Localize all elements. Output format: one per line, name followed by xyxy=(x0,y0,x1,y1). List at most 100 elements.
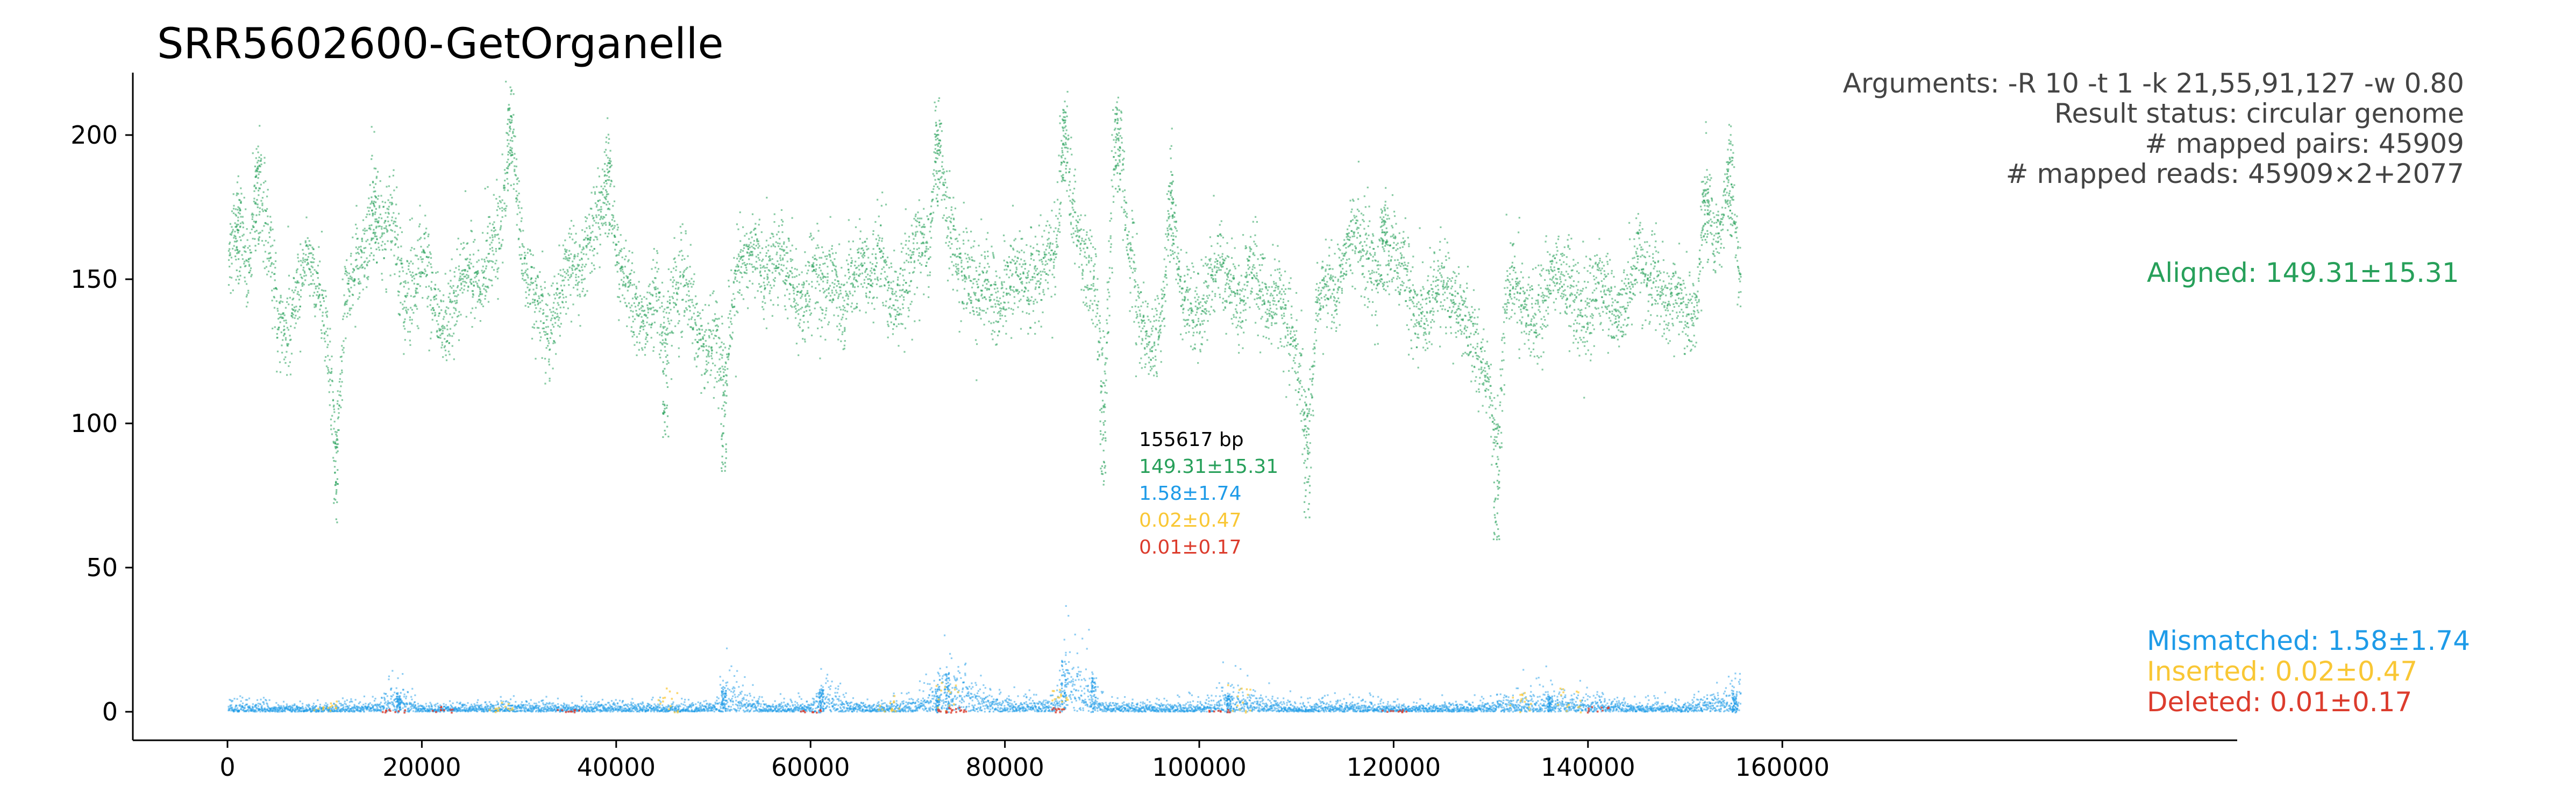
aligned-point xyxy=(760,291,763,293)
aligned-point xyxy=(973,313,975,315)
aligned-point xyxy=(1144,353,1146,356)
aligned-point xyxy=(853,264,856,267)
aligned-point xyxy=(763,297,765,299)
aligned-point xyxy=(1005,332,1007,335)
aligned-point xyxy=(304,240,307,242)
aligned-point xyxy=(290,338,292,341)
aligned-point xyxy=(763,281,765,284)
aligned-point xyxy=(503,185,505,187)
aligned-point xyxy=(663,322,665,324)
aligned-point xyxy=(598,191,600,194)
aligned-point xyxy=(1105,379,1107,381)
aligned-point xyxy=(1177,282,1179,285)
aligned-point xyxy=(1062,127,1064,130)
aligned-point xyxy=(636,336,638,338)
aligned-point xyxy=(603,185,606,188)
aligned-point xyxy=(558,297,560,299)
aligned-point xyxy=(460,314,462,316)
aligned-point xyxy=(984,296,986,299)
aligned-point xyxy=(1002,292,1005,294)
aligned-point xyxy=(565,296,567,298)
aligned-point xyxy=(1000,287,1002,289)
aligned-point xyxy=(251,214,253,216)
aligned-point xyxy=(1159,328,1162,330)
aligned-point xyxy=(844,274,846,277)
aligned-point xyxy=(992,306,994,308)
aligned-point xyxy=(270,229,272,231)
aligned-point xyxy=(1030,254,1032,257)
aligned-point xyxy=(783,249,786,251)
aligned-point xyxy=(349,278,351,280)
aligned-point xyxy=(277,328,280,331)
aligned-point xyxy=(1119,135,1121,137)
aligned-point xyxy=(910,224,913,226)
aligned-point xyxy=(612,205,614,207)
aligned-point xyxy=(975,266,977,269)
aligned-point xyxy=(1038,286,1041,288)
aligned-point xyxy=(487,253,489,255)
aligned-point xyxy=(852,273,854,275)
aligned-point xyxy=(895,271,897,273)
aligned-point xyxy=(533,293,535,295)
aligned-point xyxy=(669,332,671,334)
aligned-point xyxy=(1169,147,1171,150)
aligned-point xyxy=(898,314,900,316)
aligned-point xyxy=(407,292,409,294)
aligned-point xyxy=(352,280,354,282)
aligned-point xyxy=(395,217,397,220)
aligned-point xyxy=(389,201,391,204)
aligned-point xyxy=(724,366,726,368)
aligned-point xyxy=(623,247,625,250)
aligned-point xyxy=(530,281,532,284)
aligned-point xyxy=(613,242,615,244)
aligned-point xyxy=(736,310,738,313)
aligned-point xyxy=(568,266,571,268)
aligned-point xyxy=(348,307,351,309)
aligned-point xyxy=(513,135,515,137)
aligned-point xyxy=(528,294,530,296)
aligned-point xyxy=(798,274,800,276)
aligned-point xyxy=(259,125,261,127)
aligned-point xyxy=(1154,365,1156,367)
aligned-point xyxy=(724,381,727,384)
aligned-point xyxy=(407,260,409,263)
aligned-point xyxy=(329,372,331,374)
aligned-point xyxy=(1183,318,1185,321)
aligned-point xyxy=(834,258,836,260)
aligned-point xyxy=(916,220,918,222)
aligned-point xyxy=(718,358,721,360)
aligned-point xyxy=(564,271,566,273)
aligned-point xyxy=(1139,315,1141,317)
aligned-point xyxy=(367,275,369,278)
aligned-point xyxy=(1049,270,1051,272)
aligned-point xyxy=(514,170,516,172)
aligned-point xyxy=(886,289,889,292)
aligned-point xyxy=(445,306,448,308)
aligned-point xyxy=(535,358,537,360)
aligned-point xyxy=(342,318,344,320)
aligned-point xyxy=(685,282,688,284)
aligned-point xyxy=(894,315,896,317)
aligned-point xyxy=(1040,278,1042,280)
aligned-point xyxy=(311,246,314,249)
aligned-point xyxy=(934,144,936,146)
aligned-point xyxy=(1001,284,1004,286)
aligned-point xyxy=(599,266,601,268)
aligned-point xyxy=(1053,276,1055,279)
aligned-point xyxy=(331,415,333,417)
aligned-point xyxy=(1041,299,1043,301)
aligned-point xyxy=(984,267,986,269)
aligned-point xyxy=(518,237,520,240)
aligned-point xyxy=(1088,254,1090,257)
aligned-point xyxy=(271,289,273,292)
aligned-point xyxy=(622,281,625,283)
aligned-point xyxy=(533,323,535,325)
aligned-point xyxy=(483,288,485,290)
aligned-point xyxy=(751,253,753,256)
aligned-point xyxy=(460,284,462,286)
aligned-point xyxy=(295,309,297,312)
aligned-point xyxy=(599,243,601,246)
aligned-point xyxy=(1144,363,1147,365)
aligned-point xyxy=(314,269,316,271)
aligned-point xyxy=(415,287,417,289)
